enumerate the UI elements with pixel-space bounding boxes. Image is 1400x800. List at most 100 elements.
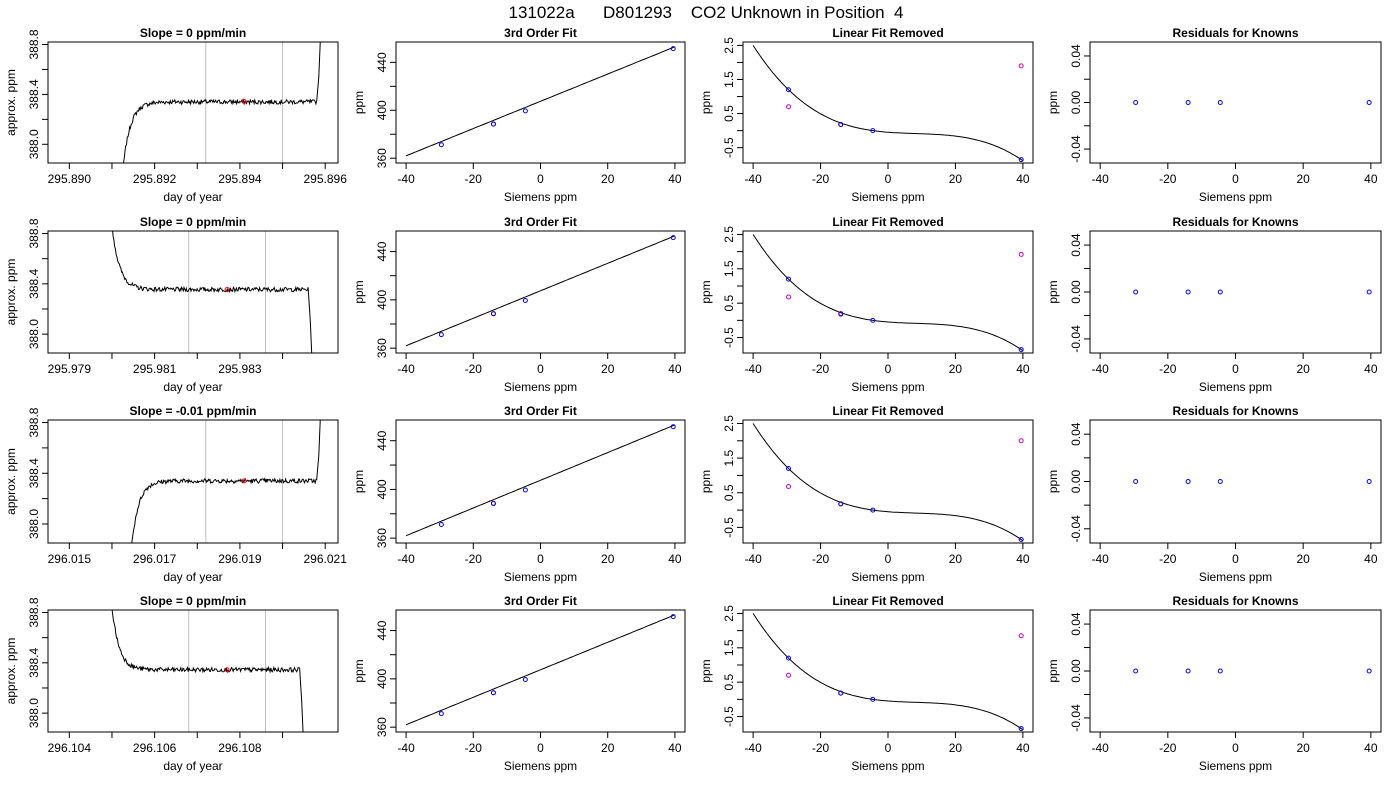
y-axis-label: ppm [352, 280, 366, 303]
panel: Slope = 0 ppm/min day of year approx. ppm 2… [4, 594, 339, 773]
known-point [1366, 668, 1372, 674]
plot-area [405, 614, 676, 726]
x-tick-label: 0 [537, 741, 544, 755]
panel: Residuals for Knowns Siemens ppm ppm -40 -20… [1046, 26, 1382, 204]
x-tick-label: 296.015 [48, 552, 92, 566]
x-tick-label: 0 [1232, 172, 1239, 186]
x-tick-label: 0 [1232, 741, 1239, 755]
y-tick-label: 2.5 [722, 605, 736, 622]
x-axis-label: day of year [163, 570, 222, 584]
y-tick-label: 400 [375, 669, 389, 689]
plot-area [752, 45, 1024, 162]
known-point [522, 108, 528, 114]
known-point [786, 466, 792, 472]
y-axis-label: ppm [1046, 659, 1060, 682]
x-axis-label: Siemens ppm [504, 380, 577, 394]
known-point [870, 317, 876, 323]
panel: 3rd Order Fit Siemens ppm ppm -40 -20 0 20 40 36… [352, 404, 686, 584]
panel-title: 3rd Order Fit [504, 26, 577, 40]
known-point [1217, 289, 1223, 295]
x-tick-label: 296.108 [218, 741, 262, 755]
x-tick-label: 40 [1016, 552, 1030, 566]
known-point [490, 690, 496, 696]
x-tick-label: -40 [744, 741, 762, 755]
x-tick-label: 295.896 [304, 172, 348, 186]
panel-title: 3rd Order Fit [504, 594, 577, 608]
fit-curve [405, 614, 676, 726]
known-point [870, 507, 876, 513]
plot-frame [1089, 609, 1382, 733]
unknown-marker [241, 99, 247, 105]
known-point [670, 614, 676, 620]
x-tick-label: -20 [812, 362, 830, 376]
y-axis-label: approx. ppm [4, 259, 18, 326]
x-tick-label: -40 [397, 362, 415, 376]
plot-area [405, 235, 676, 347]
y-tick-label: 388.4 [27, 79, 41, 109]
known-point [1133, 668, 1139, 674]
raw-point [786, 104, 792, 110]
panel-grid: Slope = 0 ppm/min day of year approx. ppm 2… [4, 26, 1382, 773]
y-tick-label: 0.04 [1069, 612, 1083, 636]
x-axis-label: Siemens ppm [851, 759, 924, 773]
known-point [870, 128, 876, 134]
y-tick-label: 388.8 [27, 29, 41, 59]
known-point [1185, 100, 1191, 105]
plot-frame [47, 41, 339, 164]
known-point [522, 487, 528, 493]
y-axis-label: ppm [1046, 91, 1060, 114]
fit-curve [405, 424, 676, 537]
x-tick-label: 20 [601, 172, 615, 186]
panel: Linear Fit Removed Siemens ppm ppm -40 -20 0 2… [699, 404, 1034, 584]
y-tick-label: -0.04 [1069, 704, 1083, 732]
y-tick-label: -0.5 [722, 137, 736, 158]
y-tick-label: -0.5 [722, 517, 736, 538]
x-axis-label: Siemens ppm [504, 190, 577, 204]
x-axis-label: Siemens ppm [504, 570, 577, 584]
x-tick-label: -40 [744, 362, 762, 376]
y-tick-label: 388.4 [27, 647, 41, 677]
plot-area [405, 424, 676, 537]
x-tick-label: 0 [537, 552, 544, 566]
x-axis-label: day of year [163, 190, 222, 204]
known-point [838, 690, 844, 696]
known-point [1018, 347, 1024, 353]
x-tick-label: 40 [1364, 741, 1378, 755]
panel-title: Linear Fit Removed [832, 215, 943, 229]
fit-curve [405, 235, 676, 347]
fit-curve [752, 45, 1024, 162]
y-tick-label: 400 [375, 100, 389, 120]
x-tick-label: -20 [465, 362, 483, 376]
known-point [1366, 289, 1372, 295]
known-point [870, 696, 876, 702]
x-axis-label: Siemens ppm [1199, 570, 1272, 584]
x-tick-label: 0 [885, 362, 892, 376]
plot-frame [742, 419, 1034, 544]
time-series-line [111, 610, 304, 732]
y-tick-label: 440 [375, 430, 389, 450]
x-tick-label: 0 [885, 552, 892, 566]
plot-area [752, 234, 1024, 352]
y-tick-label: 388.8 [27, 218, 41, 248]
panel-title: Slope = 0 ppm/min [140, 215, 246, 229]
known-point [1185, 479, 1191, 484]
y-axis-label: ppm [1046, 470, 1060, 493]
x-tick-label: 0 [1232, 362, 1239, 376]
raw-point [786, 672, 792, 678]
x-tick-label: 20 [949, 172, 963, 186]
known-point [1018, 537, 1024, 543]
x-tick-label: 295.983 [218, 362, 262, 376]
known-point [786, 655, 792, 661]
panel: Residuals for Knowns Siemens ppm ppm -40 -20… [1046, 404, 1382, 584]
x-tick-label: 40 [1016, 741, 1030, 755]
panel-title: Slope = 0 ppm/min [140, 26, 246, 40]
y-tick-label: 0.04 [1069, 233, 1083, 257]
known-point [522, 297, 528, 303]
x-axis-label: day of year [163, 759, 222, 773]
x-axis-label: Siemens ppm [851, 570, 924, 584]
known-point [1217, 668, 1223, 674]
panel: Residuals for Knowns Siemens ppm ppm -40 -20… [1046, 594, 1382, 773]
x-axis-label: Siemens ppm [851, 380, 924, 394]
x-tick-label: -40 [1091, 741, 1109, 755]
x-tick-label: -20 [1159, 172, 1177, 186]
